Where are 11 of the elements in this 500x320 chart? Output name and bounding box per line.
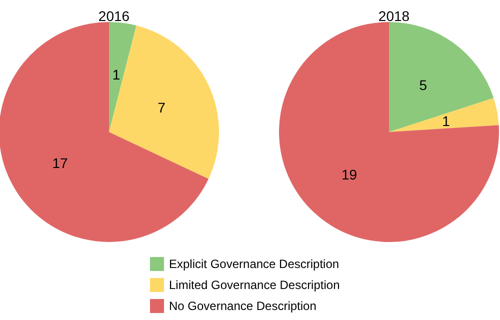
data-label: 17 bbox=[52, 155, 68, 172]
data-label: 1 bbox=[442, 113, 450, 130]
chart-title: 2016 bbox=[98, 8, 130, 24]
data-label: 7 bbox=[158, 99, 166, 116]
data-label: 5 bbox=[419, 77, 428, 94]
legend-label: No Governance Description bbox=[169, 299, 316, 313]
chart-title: 2018 bbox=[378, 8, 410, 24]
legend-label: Explicit Governance Description bbox=[169, 257, 340, 271]
legend-label: Limited Governance Description bbox=[169, 278, 340, 292]
data-label: 19 bbox=[342, 166, 358, 182]
data-label: 1 bbox=[112, 66, 120, 82]
